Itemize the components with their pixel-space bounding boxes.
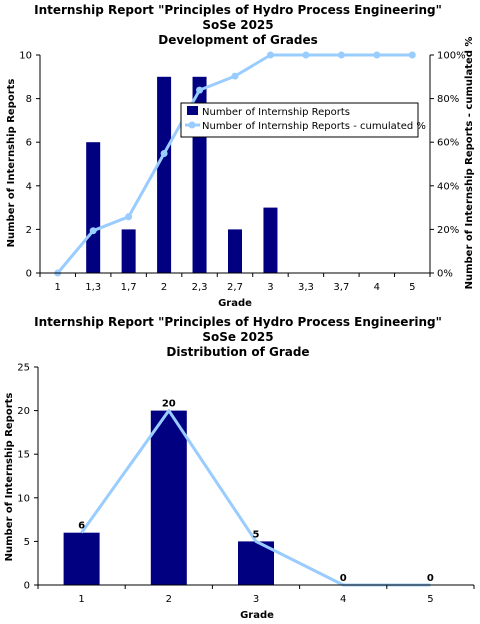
chart1-cumulated-point — [89, 227, 97, 235]
chart1-x-axis-label: Grade — [218, 298, 252, 309]
chart1-x-tick-label: 5 — [409, 282, 415, 293]
chart1-cumulated-point — [337, 51, 345, 59]
chart1-y2-tick-label: 40% — [437, 181, 459, 192]
chart1-cumulated-point — [125, 213, 133, 221]
chart1-y-tick-label: 10 — [19, 51, 32, 62]
chart2-data-label: 5 — [253, 529, 260, 540]
chart1-y-tick-label: 6 — [26, 138, 32, 149]
chart1-y2-tick-label: 60% — [437, 138, 459, 149]
chart1-x-tick-label: 1 — [55, 282, 61, 293]
chart1-cumulated-point — [231, 72, 239, 80]
chart1-y-tick-label: 0 — [26, 269, 32, 280]
chart1-bar — [157, 76, 172, 273]
chart1-bar — [86, 142, 101, 273]
chart1-y-axis-label: Number of Internship Reports — [6, 79, 17, 248]
chart1-x-tick-label: 3,3 — [298, 282, 314, 293]
chart2-x-tick-label: 1 — [78, 594, 84, 605]
chart2-y-axis-label: Number of Internship Reports — [4, 393, 15, 562]
chart1-cumulated-point — [160, 150, 168, 158]
chart1-x-tick-label: 2,7 — [227, 282, 243, 293]
chart2-bar — [150, 410, 187, 585]
chart1-y-tick-label: 8 — [26, 94, 32, 105]
chart1-x-tick-label: 1,7 — [121, 282, 137, 293]
chart2-y-tick-label: 0 — [24, 581, 30, 592]
chart1-bar — [263, 207, 278, 273]
legend-line-label: Number of Internship Reports - cumulated… — [202, 121, 426, 132]
chart2-x-tick-label: 4 — [340, 594, 346, 605]
chart1-title-line3: Development of Grades — [158, 33, 318, 47]
chart2-x-tick-label: 5 — [427, 594, 433, 605]
chart1-x-tick-label: 2 — [161, 282, 167, 293]
chart1-bar — [228, 229, 242, 273]
chart1-x-tick-label: 3 — [267, 282, 273, 293]
chart1-legend: Number of Internship Reports Number of I… — [180, 102, 426, 138]
chart1-y2-tick-label: 20% — [437, 225, 459, 236]
chart2-title-line1: Internship Report "Principles of Hydro P… — [34, 315, 442, 329]
chart2-data-label: 20 — [162, 399, 176, 410]
chart2-x-axis-label: Grade — [240, 610, 274, 621]
chart2-y-tick-label: 15 — [17, 450, 30, 461]
chart1-title-line1: Internship Report "Principles of Hydro P… — [34, 3, 442, 17]
chart2-title-line2: SoSe 2025 — [202, 330, 273, 344]
chart1-y2-tick-label: 100% — [437, 51, 466, 62]
chart1-cumulated-point — [302, 51, 310, 59]
chart1-cumulated-point — [196, 86, 204, 94]
legend-bar-swatch — [187, 106, 198, 115]
chart2-bar — [63, 532, 100, 585]
chart1-x-tick-label: 4 — [374, 282, 380, 293]
distribution-of-grade-chart: Internship Report "Principles of Hydro P… — [4, 315, 475, 621]
chart2-data-label: 0 — [427, 573, 434, 584]
legend-line-marker — [188, 121, 196, 129]
chart2-y-tick-label: 20 — [17, 406, 30, 417]
chart2-x-tick-label: 3 — [253, 594, 259, 605]
legend-bar-label: Number of Internship Reports — [202, 107, 350, 118]
chart1-y2-tick-label: 0% — [437, 269, 453, 280]
chart1-y2-axis-label: Number of Internship Reports - cumulated… — [464, 37, 475, 290]
chart2-y-tick-label: 5 — [24, 537, 30, 548]
chart2-title-line3: Distribution of Grade — [166, 345, 309, 359]
chart1-bar — [121, 229, 136, 273]
chart1-y-tick-label: 4 — [26, 181, 32, 192]
chart1-x-tick-label: 2,3 — [192, 282, 208, 293]
chart1-y2-tick-label: 80% — [437, 94, 459, 105]
development-of-grades-chart: Internship Report "Principles of Hydro P… — [6, 3, 475, 309]
chart2-x-tick-label: 2 — [166, 594, 172, 605]
chart2-data-label: 0 — [340, 573, 347, 584]
chart1-x-tick-label: 1,3 — [85, 282, 101, 293]
chart1-cumulated-point — [266, 51, 274, 59]
chart1-cumulated-point — [373, 51, 381, 59]
chart2-data-label: 6 — [78, 521, 85, 532]
chart2-y-tick-label: 25 — [17, 363, 30, 374]
chart1-y-tick-label: 2 — [26, 225, 32, 236]
chart1-title-line2: SoSe 2025 — [202, 18, 273, 32]
chart1-cumulated-point — [408, 51, 416, 59]
chart1-x-tick-label: 3,7 — [333, 282, 349, 293]
chart2-y-tick-label: 10 — [17, 493, 30, 504]
